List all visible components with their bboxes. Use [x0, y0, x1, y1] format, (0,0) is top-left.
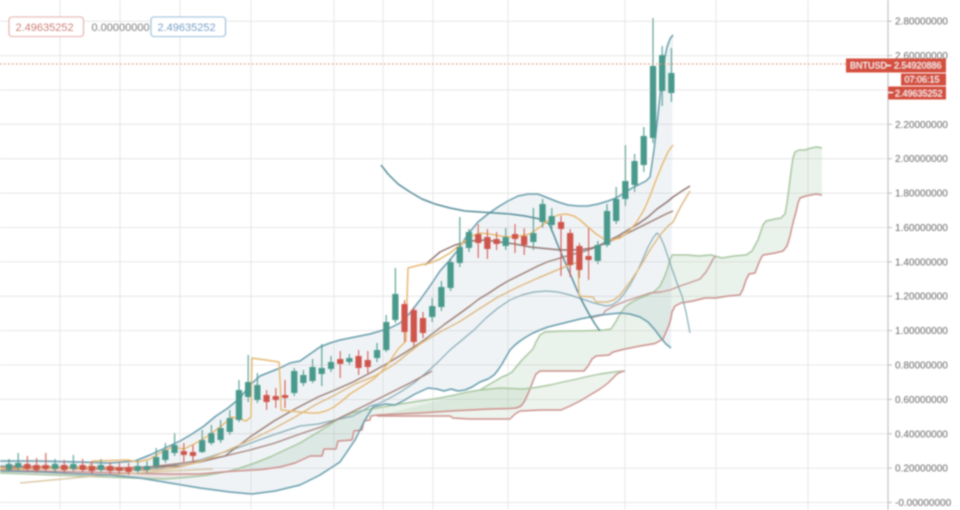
svg-text:2.20000000: 2.20000000: [895, 120, 948, 131]
svg-text:1.00000000: 1.00000000: [895, 326, 948, 337]
svg-text:2.49635252: 2.49635252: [158, 22, 216, 34]
svg-text:2.54920886: 2.54920886: [894, 61, 942, 71]
svg-text:0.40000000: 0.40000000: [895, 429, 948, 440]
svg-text:-0.00000000: -0.00000000: [895, 498, 952, 509]
svg-text:07:06:15: 07:06:15: [905, 75, 940, 85]
svg-text:1.60000000: 1.60000000: [895, 223, 948, 234]
svg-text:0.20000000: 0.20000000: [895, 464, 948, 475]
svg-text:0.60000000: 0.60000000: [895, 395, 948, 406]
svg-text:2.60000000: 2.60000000: [895, 51, 948, 62]
svg-text:1.40000000: 1.40000000: [895, 257, 948, 268]
svg-text:2.00000000: 2.00000000: [895, 154, 948, 165]
svg-text:BNTUSD: BNTUSD: [850, 61, 888, 71]
svg-text:2.49635252: 2.49635252: [895, 88, 943, 98]
svg-text:2.80000000: 2.80000000: [895, 17, 948, 28]
svg-text:1.20000000: 1.20000000: [895, 292, 948, 303]
svg-text:0.00000000: 0.00000000: [92, 22, 150, 34]
svg-text:0.80000000: 0.80000000: [895, 361, 948, 372]
svg-text:1.80000000: 1.80000000: [895, 189, 948, 200]
svg-text:2.49635252: 2.49635252: [16, 22, 74, 34]
